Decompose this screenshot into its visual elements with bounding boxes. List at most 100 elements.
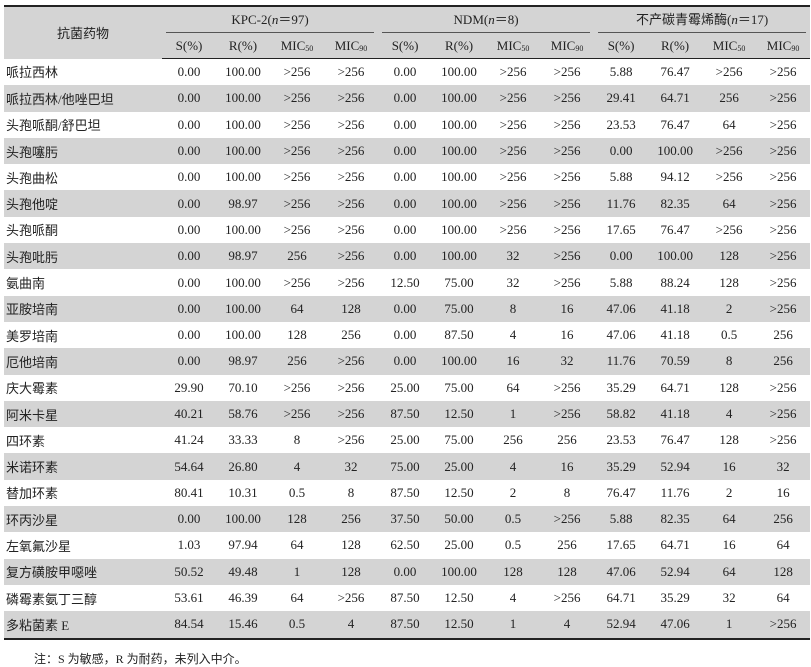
antibiotic-column-header: 抗菌药物 (4, 6, 162, 59)
group-header: 不产碳青霉烯酶(n＝17) (594, 6, 811, 34)
table-note: 注：S 为敏感，R 为耐药，未列入中介。 (34, 651, 247, 666)
value-cell: 47.06 (648, 611, 703, 640)
value-cell: 256 (756, 348, 811, 375)
value-cell: 76.47 (660, 116, 690, 132)
value-cell: 64 (722, 116, 736, 132)
value-cell: >256 (540, 190, 595, 217)
value-cell: 64 (290, 590, 304, 606)
value-cell: 100.00 (432, 348, 487, 375)
group-header: NDM(n＝8) (378, 6, 595, 34)
value-cell: 0.00 (177, 327, 201, 343)
value-cell: 25.00 (444, 537, 474, 553)
value-cell: 0.5 (288, 484, 306, 500)
value-cell: 128 (287, 327, 307, 343)
value-cell: >256 (486, 85, 541, 112)
value-cell: 58.76 (216, 400, 270, 428)
subheader-r: R(%) (648, 34, 703, 59)
value-cell: 32 (540, 348, 595, 375)
value-cell: 87.50 (444, 327, 474, 343)
value-cell: >256 (540, 506, 595, 533)
value-cell: 0.00 (177, 116, 201, 132)
value-cell: >256 (769, 379, 797, 395)
antibiotic-name: 头孢曲松 (6, 170, 59, 186)
value-cell: 32 (722, 590, 736, 606)
value-cell: 25.00 (390, 379, 420, 395)
value-cell: 5.88 (594, 506, 649, 533)
value-cell: 100.00 (441, 64, 477, 80)
value-cell: 128 (540, 558, 595, 585)
group-label: KPC-2( (231, 11, 272, 27)
value-cell: 0.00 (393, 116, 417, 132)
table-row: 阿米卡星 40.21 58.76 >256 >256 87.50 12.50 1 >256 58.… (4, 400, 811, 428)
value-cell: >256 (756, 190, 811, 217)
value-cell: 128 (719, 432, 739, 448)
antibiotic-name: 米诺环素 (4, 453, 162, 480)
value-cell: >256 (270, 190, 324, 217)
value-cell: >256 (553, 64, 581, 80)
value-cell: 0.5 (486, 506, 541, 533)
value-cell: 256 (503, 432, 523, 448)
value-cell: 98.97 (216, 190, 270, 217)
value-cell: 128 (756, 558, 811, 585)
subheader-row: S(%) R(%) MIC50 MIC90 S(%) R(%) MIC50 MIC90 S(%)… (4, 34, 811, 59)
group-header-row: 抗菌药物 KPC-2(n＝97) NDM(n＝8) 不产碳青霉烯酶(n＝17) (4, 6, 811, 59)
value-cell: >256 (553, 590, 581, 606)
value-cell: 100.00 (216, 85, 270, 112)
subheader-mic50: MIC50 (486, 34, 541, 59)
value-cell: 5.88 (609, 64, 633, 80)
value-cell: 50.00 (432, 506, 487, 533)
value-cell: 8 (293, 432, 301, 448)
value-cell: >256 (769, 274, 797, 290)
value-cell: 1 (486, 611, 541, 640)
value-cell: 23.53 (606, 432, 636, 448)
subheader-mic90: MIC90 (324, 34, 379, 59)
table-row: 哌拉西林/他唑巴坦 0.00 100.00 >256 >256 0.00 100.00 >25… (4, 85, 811, 112)
value-cell: >256 (540, 85, 595, 112)
value-cell: >256 (499, 169, 527, 185)
value-cell: 12.50 (432, 611, 487, 640)
value-cell: 100.00 (225, 221, 261, 237)
value-cell: 12.50 (390, 274, 420, 290)
value-cell: 128 (324, 558, 379, 585)
value-cell: >256 (499, 116, 527, 132)
value-cell: 76.47 (660, 64, 690, 80)
group-n-symbol: n (271, 11, 279, 27)
antibiotic-name: 厄他培南 (4, 348, 162, 375)
value-cell: 16 (702, 453, 757, 480)
value-cell: 64 (702, 190, 757, 217)
value-cell: 128 (702, 243, 757, 270)
value-cell: 256 (341, 327, 361, 343)
value-cell: >256 (769, 432, 797, 448)
group-label: NDM( (453, 11, 489, 27)
value-cell: 54.64 (162, 453, 216, 480)
value-cell: 33.33 (228, 432, 258, 448)
value-cell: 11.76 (594, 190, 649, 217)
value-cell: 58.82 (594, 400, 649, 428)
table-row: 米诺环素 54.64 26.80 4 32 75.00 25.00 4 16 35.29 52.94… (4, 453, 811, 480)
value-cell: 35.29 (606, 379, 636, 395)
value-cell: >256 (553, 169, 581, 185)
value-cell: 64 (702, 558, 757, 585)
antibiotic-name: 环丙沙星 (4, 506, 162, 533)
value-cell: >256 (486, 190, 541, 217)
value-cell: >256 (702, 137, 757, 165)
antibiotic-name: 头孢吡肟 (4, 243, 162, 270)
value-cell: 64.71 (606, 590, 636, 606)
value-cell: 76.47 (660, 221, 690, 237)
table-row: 头孢哌酮 0.00 100.00 >256 >256 0.00 100.00 >256 >256… (4, 217, 810, 243)
value-cell: >256 (283, 116, 311, 132)
table-row: 哌拉西林 0.00 100.00 >256 >256 0.00 100.00 >256 >256… (4, 59, 810, 86)
value-cell: 0.00 (393, 64, 417, 80)
value-cell: 100.00 (432, 558, 487, 585)
value-cell: 0.00 (177, 221, 201, 237)
value-cell: 12.50 (444, 590, 474, 606)
value-cell: 82.35 (648, 506, 703, 533)
value-cell: 10.31 (228, 484, 258, 500)
table-row: 左氧氟沙星 1.03 97.94 64 128 62.50 25.00 0.5 256 17.65… (4, 532, 810, 558)
value-cell: 128 (486, 558, 541, 585)
value-cell: 47.06 (594, 295, 649, 322)
value-cell: 37.50 (378, 506, 433, 533)
value-cell: 100.00 (225, 327, 261, 343)
value-cell: 0.00 (177, 64, 201, 80)
value-cell: >256 (756, 85, 811, 112)
